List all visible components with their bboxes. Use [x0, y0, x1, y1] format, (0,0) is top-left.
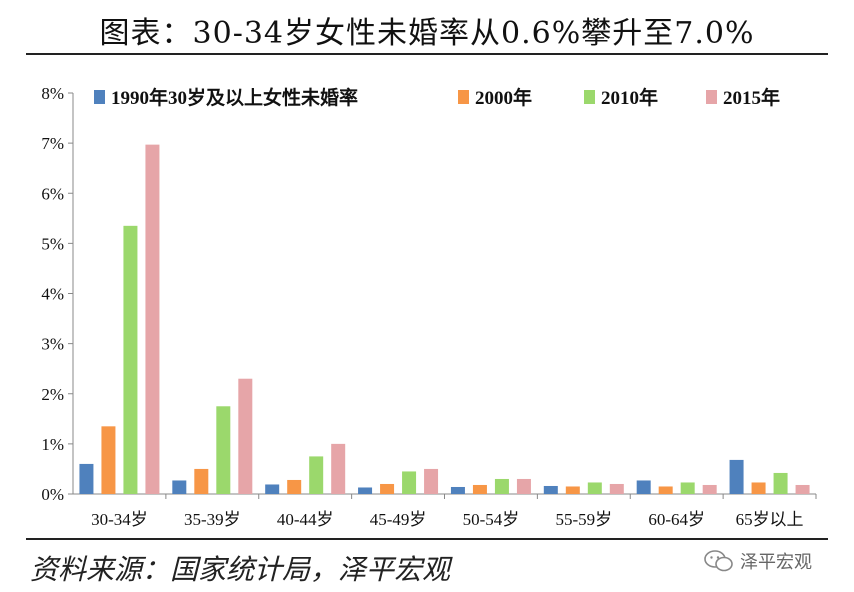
bar: [773, 472, 788, 494]
bar: [543, 485, 558, 494]
x-tick-label: 40-44岁: [277, 510, 334, 529]
x-axis-labels: 30-34岁 35-39岁 40-44岁 45-49岁 50-54岁 55-59岁 60-6…: [91, 494, 817, 529]
x-tick-label: 60-64岁: [648, 510, 705, 529]
chart-axes: [72, 93, 816, 495]
bar: [494, 478, 509, 494]
bar: [565, 486, 580, 494]
bar: [636, 480, 651, 494]
legend-label: 2010年: [601, 86, 658, 109]
bar: [450, 486, 465, 494]
y-tick-label: 6%: [41, 184, 64, 203]
bar: [287, 479, 302, 494]
page-title: 图表：30-34岁女性未婚率从0.6%攀升至7.0%: [99, 16, 755, 51]
bar: [172, 480, 187, 494]
bar: [795, 484, 810, 494]
bar: [238, 378, 253, 494]
legend-label: 2000年: [475, 86, 532, 109]
bar-chart: 0% 1% 2% 3% 4% 5% 6% 7% 8% 30-34岁 35-39岁 40-44岁 45-…: [41, 84, 817, 529]
chart-legend: 1990年30岁及以上女性未婚率 2000年 2010年 2015年: [94, 86, 780, 109]
x-tick-label: 65岁以上: [736, 510, 804, 529]
bar: [729, 459, 744, 494]
legend-swatch: [584, 90, 595, 104]
footer-divider: [26, 538, 828, 540]
bar: [658, 486, 673, 494]
bar: [609, 483, 624, 494]
y-tick-label: 4%: [41, 285, 64, 304]
y-tick-label: 7%: [41, 134, 64, 153]
legend-swatch: [706, 90, 717, 104]
x-tick-label: 45-49岁: [370, 510, 427, 529]
legend-swatch: [94, 90, 105, 104]
bar: [751, 482, 766, 494]
bar: [380, 483, 395, 494]
bar: [680, 482, 695, 494]
bar: [472, 484, 487, 494]
bar: [424, 468, 439, 494]
bar: [265, 484, 280, 494]
legend-label: 2015年: [723, 86, 780, 109]
bar-group: [79, 144, 810, 495]
x-tick-label: 50-54岁: [463, 510, 520, 529]
bar: [194, 468, 209, 494]
y-tick-label: 2%: [41, 385, 64, 404]
watermark: 泽平宏观: [704, 548, 812, 574]
bar: [309, 456, 324, 494]
legend-label: 1990年30岁及以上女性未婚率: [111, 86, 358, 109]
bar: [402, 471, 417, 494]
y-tick-label: 1%: [41, 435, 64, 454]
bar: [587, 482, 602, 494]
bar: [216, 406, 231, 494]
bar: [145, 144, 160, 494]
bar: [331, 443, 346, 494]
x-tick-label: 55-59岁: [555, 510, 612, 529]
y-axis-ticks: 0% 1% 2% 3% 4% 5% 6% 7% 8%: [41, 84, 73, 504]
x-tick-label: 35-39岁: [184, 510, 241, 529]
title-divider: [26, 53, 828, 55]
wechat-icon: [704, 550, 733, 572]
legend-swatch: [458, 90, 469, 104]
watermark-label: 泽平宏观: [740, 552, 812, 573]
y-tick-label: 0%: [41, 485, 64, 504]
bar: [702, 484, 717, 494]
bar: [101, 426, 116, 494]
bar: [358, 487, 373, 494]
bar: [123, 225, 138, 495]
source-note: 资料来源：国家统计局，泽平宏观: [30, 553, 451, 586]
y-tick-label: 3%: [41, 335, 64, 354]
x-tick-label: 30-34岁: [91, 510, 148, 529]
y-tick-label: 8%: [41, 84, 64, 103]
bar: [516, 478, 531, 494]
y-tick-label: 5%: [41, 234, 64, 253]
bar: [79, 463, 94, 494]
